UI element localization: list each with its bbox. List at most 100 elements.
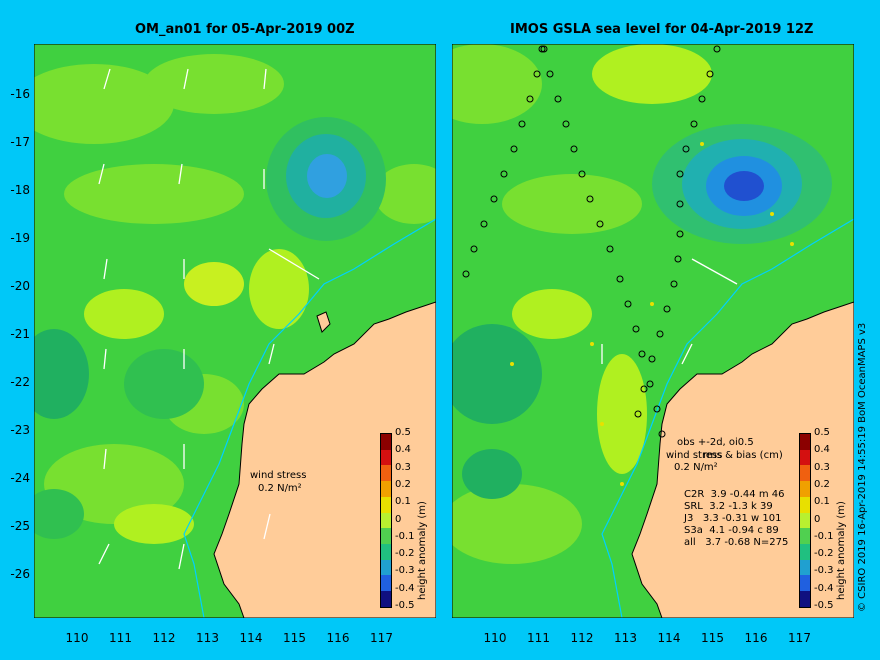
island — [316, 311, 331, 333]
lon-tick-label: 113 — [196, 631, 219, 645]
colorbar-segment — [800, 559, 810, 576]
australia-land-right — [631, 301, 854, 618]
lon-tick-label: 115 — [701, 631, 724, 645]
colorbar-segment — [800, 496, 810, 513]
right-colorbar — [799, 433, 811, 608]
lon-tick-label: 117 — [788, 631, 811, 645]
colorbar-tick-label: -0.3 — [814, 565, 834, 577]
colorbar-tick-label: 0.3 — [814, 461, 830, 473]
colorbar-segment — [381, 481, 391, 497]
stats-table: C2R 3.9 -0.44 m 46 SRL 3.2 -1.3 k 39 J3 … — [684, 489, 788, 549]
lon-tick-label: 114 — [239, 631, 263, 645]
colorbar-segment — [381, 434, 391, 450]
lat-tick-label: -19 — [10, 231, 30, 245]
right-colorbar-title: height anomaly (m) — [836, 501, 847, 600]
colorbar-tick-label: 0.4 — [395, 444, 411, 456]
colorbar-tick-label: 0.1 — [395, 496, 411, 508]
colorbar-tick-label: 0.5 — [395, 427, 411, 438]
colorbar-segment — [381, 465, 391, 482]
obs-points — [510, 142, 794, 486]
colorbar-tick-label: 0.1 — [814, 496, 830, 508]
wind-arrows — [98, 68, 320, 570]
left-wind-label: wind stress — [250, 470, 307, 481]
lat-tick-label: -20 — [10, 279, 30, 293]
colorbar-segment — [381, 512, 391, 529]
colorbar-segment — [381, 528, 391, 545]
satellite-tracks — [462, 45, 721, 438]
colorbar-tick-label: -0.3 — [395, 565, 415, 577]
colorbar-tick-label: 0.2 — [814, 478, 830, 490]
lon-tick-label: 115 — [283, 631, 306, 645]
stats-row-c2r: C2R 3.9 -0.44 m 46 — [684, 489, 785, 500]
lon-tick-label: 111 — [109, 631, 132, 645]
colorbar-tick-label: 0.2 — [395, 478, 411, 490]
right-wind-scale: 0.2 N/m² — [674, 462, 718, 473]
colorbar-segment — [381, 575, 391, 592]
colorbar-segment — [800, 544, 810, 560]
colorbar-tick-label: -0.4 — [395, 582, 415, 594]
stats-row-all: all 3.7 -0.68 N=275 — [684, 537, 789, 548]
colorbar-segment — [381, 559, 391, 576]
lon-tick-label: 112 — [152, 631, 176, 645]
lat-tick-label: -16 — [10, 87, 30, 101]
obs-header: obs +-2d, oi0.5 — [677, 437, 754, 448]
colorbar-segment — [800, 449, 810, 466]
left-wind-scale: 0.2 N/m² — [258, 483, 302, 494]
colorbar-tick-label: -0.2 — [395, 548, 415, 560]
colorbar-tick-label: -0.1 — [814, 530, 834, 542]
shelf-contour — [183, 218, 436, 618]
colorbar-segment — [800, 434, 810, 450]
colorbar-segment — [800, 512, 810, 529]
colorbar-segment — [800, 575, 810, 592]
right-map — [452, 44, 854, 618]
lon-tick-label: 110 — [483, 631, 507, 645]
left-panel-title: OM_an01 for 05-Apr-2019 00Z — [135, 22, 355, 37]
stats-row-j3: J3 3.3 -0.31 w 101 — [684, 513, 782, 524]
lon-tick-label: 114 — [657, 631, 681, 645]
colorbar-tick-label: 0.5 — [814, 427, 830, 438]
colorbar-segment — [800, 591, 810, 607]
colorbar-segment — [381, 591, 391, 607]
left-colorbar-title: height anomaly (m) — [417, 501, 428, 600]
stats-row-srl: SRL 3.2 -1.3 k 39 — [684, 501, 773, 512]
lat-tick-label: -21 — [10, 327, 30, 341]
lat-tick-label: -18 — [10, 183, 30, 197]
lat-tick-label: -26 — [10, 567, 30, 581]
lon-tick-label: 111 — [527, 631, 550, 645]
right-wind-label: wind stress — [666, 450, 723, 461]
lon-tick-label: 110 — [65, 631, 89, 645]
credit-line: © CSIRO 2019 16-Apr-2019 14:55:19 BoM Oc… — [857, 322, 868, 612]
colorbar-tick-label: 0.4 — [814, 444, 830, 456]
bias-header: rms & bias (cm) — [703, 450, 783, 461]
left-colorbar — [380, 433, 392, 608]
right-eddy-core — [724, 171, 764, 201]
colorbar-tick-label: 0.3 — [395, 461, 411, 473]
colorbar-tick-label: -0.2 — [814, 548, 834, 560]
lat-tick-label: -25 — [10, 519, 30, 533]
colorbar-tick-label: -0.5 — [814, 600, 834, 611]
lat-tick-label: -17 — [10, 135, 30, 149]
lon-tick-label: 117 — [370, 631, 393, 645]
colorbar-segment — [381, 449, 391, 466]
colorbar-segment — [800, 481, 810, 497]
stats-row-s3a: S3a 4.1 -0.94 c 89 — [684, 525, 779, 536]
colorbar-tick-label: -0.1 — [395, 530, 415, 542]
colorbar-tick-label: 0 — [814, 513, 821, 525]
right-panel-title: IMOS GSLA sea level for 04-Apr-2019 12Z — [510, 22, 814, 37]
lon-tick-label: 116 — [326, 631, 350, 645]
lon-tick-label: 112 — [570, 631, 594, 645]
left-map — [34, 44, 436, 618]
colorbar-segment — [381, 544, 391, 560]
yellow-green-patch — [84, 289, 164, 339]
lon-tick-label: 116 — [744, 631, 768, 645]
colorbar-tick-label: -0.4 — [814, 582, 834, 594]
eddy-core — [307, 154, 347, 198]
colorbar-segment — [800, 528, 810, 545]
lon-tick-label: 113 — [614, 631, 637, 645]
colorbar-segment — [381, 496, 391, 513]
lat-tick-label: -24 — [10, 471, 30, 485]
colorbar-segment — [800, 465, 810, 482]
lat-tick-label: -23 — [10, 423, 30, 437]
colorbar-tick-label: -0.5 — [395, 600, 415, 611]
colorbar-tick-label: 0 — [395, 513, 402, 525]
